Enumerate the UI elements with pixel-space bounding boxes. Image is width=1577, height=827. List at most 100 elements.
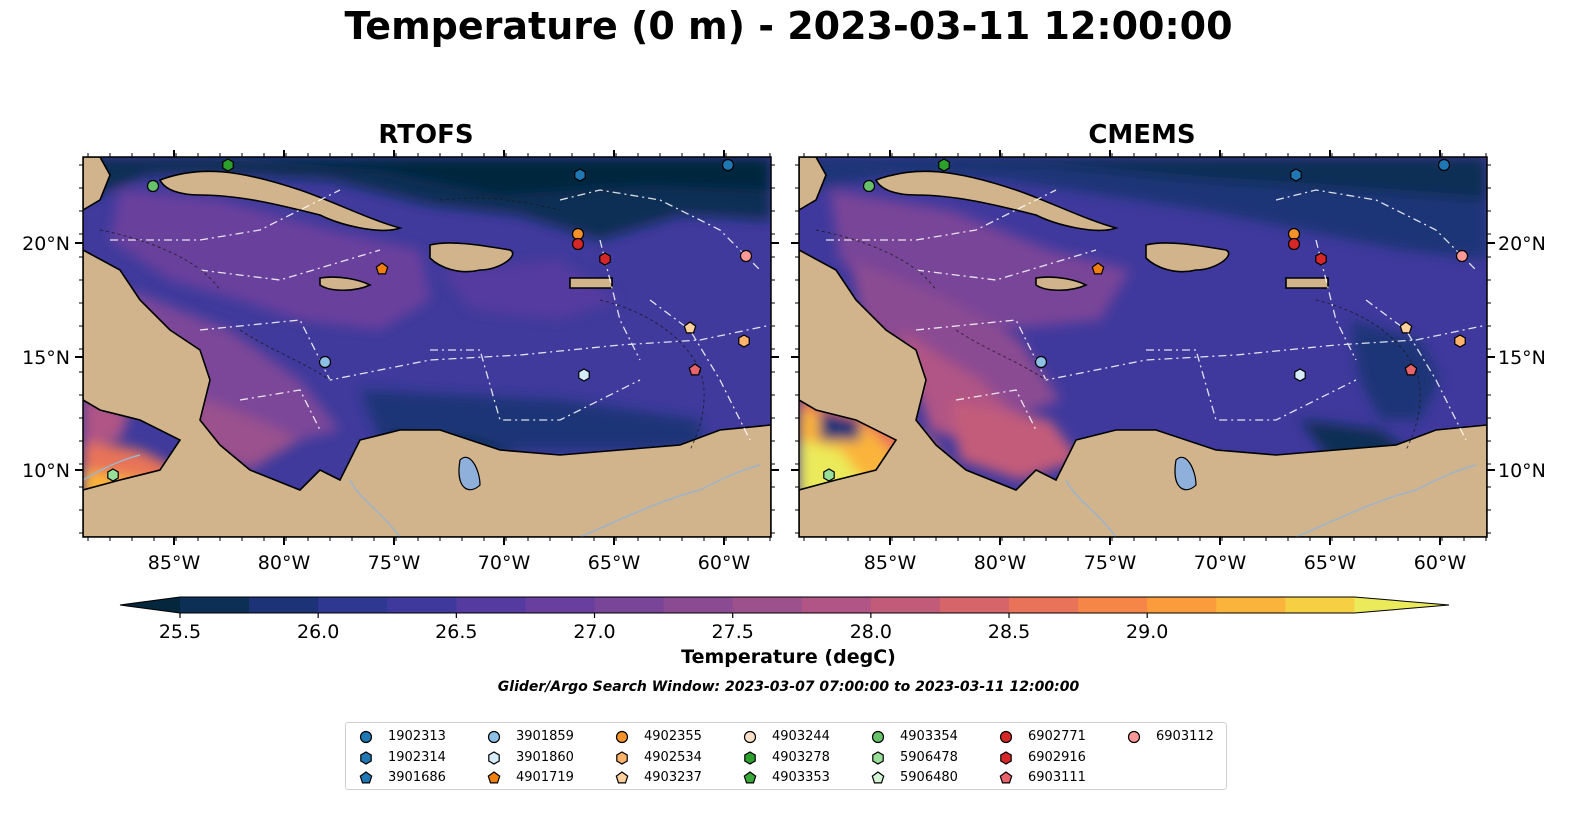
float-marker-4902355 <box>1287 227 1301 241</box>
lon-tick-label: 70°W <box>1194 552 1247 574</box>
float-marker-4903237 <box>1399 321 1413 334</box>
float-marker-6902916 <box>599 252 611 266</box>
float-marker-4903278 <box>222 158 234 172</box>
legend-marker <box>999 730 1013 744</box>
colorbar-segment <box>1009 597 1079 613</box>
legend-marker <box>1000 750 1012 765</box>
colorbar-extend-high <box>1354 597 1449 613</box>
legend-marker-circle-icon <box>487 730 501 744</box>
legend-label: 6902916 <box>1028 749 1086 765</box>
colorbar-segment <box>870 597 941 613</box>
legend-marker-hexagon-icon <box>616 750 628 765</box>
colorbar-tick-label: 27.5 <box>712 621 754 643</box>
colorbar-segment <box>939 597 1010 613</box>
lon-tick-label: 70°W <box>478 552 531 574</box>
legend-label: 4903353 <box>772 770 830 785</box>
lon-tick-label: 80°W <box>258 552 311 574</box>
legend-label: 6902771 <box>1028 729 1086 744</box>
colorbar-segment <box>801 597 872 613</box>
legend-marker-hexagon-icon <box>744 750 756 765</box>
legend-marker <box>871 730 885 744</box>
legend-marker <box>743 730 757 744</box>
legend-marker-circle-icon <box>359 730 373 744</box>
float-marker-4902355 <box>571 227 585 241</box>
legend-marker <box>359 771 373 784</box>
colorbar-segment <box>1078 597 1148 613</box>
legend-marker-circle-icon <box>871 730 885 744</box>
legend-marker <box>487 730 501 744</box>
lat-tick-label-left: 20°N <box>22 233 70 255</box>
float-marker-4901719 <box>375 262 389 275</box>
axis-ticks <box>75 150 1495 545</box>
legend-marker-pentagon-icon <box>743 771 757 784</box>
legend-label: 3901859 <box>516 729 574 744</box>
panel-title-cmems: CMEMS <box>1088 120 1196 150</box>
float-marker-4903354 <box>146 179 160 193</box>
legend-marker <box>360 750 372 765</box>
lon-tick-label: 85°W <box>864 552 917 574</box>
float-marker-3901860 <box>1294 368 1306 382</box>
colorbar-segment <box>318 597 388 613</box>
colorbar-label: Temperature (degC) <box>681 646 896 668</box>
lon-tick-label: 75°W <box>1084 552 1137 574</box>
legend-label: 3901686 <box>388 770 446 785</box>
lon-tick-label: 65°W <box>588 552 641 574</box>
legend-marker-pentagon-icon <box>871 771 885 784</box>
colorbar-segment <box>594 597 665 613</box>
legend-marker-pentagon-icon <box>359 771 373 784</box>
legend-label: 5906478 <box>900 749 958 765</box>
legend-marker <box>871 771 885 784</box>
float-marker-6902771 <box>571 237 585 251</box>
legend: 1902313 1902314 3901686 3901859 3901860 49017… <box>345 722 1227 790</box>
legend-marker-pentagon-icon <box>999 771 1013 784</box>
legend-label: 6903111 <box>1028 770 1086 785</box>
figure-title: Temperature (0 m) - 2023-03-11 12:00:00 <box>344 4 1233 48</box>
colorbar-segment <box>249 597 319 613</box>
legend-label: 4903244 <box>772 729 830 744</box>
float-marker-5906478 <box>107 468 119 482</box>
colorbar-segment <box>1285 597 1355 613</box>
float-marker-4901719 <box>1091 262 1105 275</box>
float-marker-1902313 <box>721 158 735 172</box>
colorbar-tick-label: 25.5 <box>159 621 201 643</box>
float-marker-1902314 <box>574 168 586 182</box>
colorbar-tick-label: 28.5 <box>988 621 1030 643</box>
legend-marker-circle-icon <box>743 730 757 744</box>
legend-marker <box>616 750 628 765</box>
legend-label: 5906480 <box>900 770 958 785</box>
float-marker-3901860 <box>578 368 590 382</box>
float-marker-5906478 <box>823 468 835 482</box>
colorbar-segment <box>1147 597 1217 613</box>
colorbar-segment <box>663 597 734 613</box>
legend-marker-hexagon-icon <box>360 750 372 765</box>
legend-marker-pentagon-icon <box>615 771 629 784</box>
lat-tick-label-right: 15°N <box>1498 347 1546 369</box>
axis-tick-labels: 85°W 80°W 75°W 70°W 65°W 60°W 85°W 80°W 75°W 70°W… <box>22 233 1546 574</box>
float-marker-4903278 <box>938 158 950 172</box>
legend-label: 6903112 <box>1156 729 1214 744</box>
legend-marker-circle-icon <box>615 730 629 744</box>
legend-label: 4903354 <box>900 729 958 744</box>
float-marker-6903111 <box>688 363 702 376</box>
float-marker-4902534 <box>738 334 750 348</box>
lat-tick-label-right: 20°N <box>1498 233 1546 255</box>
float-marker-1902313 <box>1437 158 1451 172</box>
colorbar-segment <box>456 597 526 613</box>
search-window-text: Glider/Argo Search Window: 2023-03-07 07… <box>497 679 1080 695</box>
legend-marker <box>487 771 501 784</box>
float-marker-3901859 <box>318 355 332 369</box>
legend-marker-hexagon-icon <box>1000 750 1012 765</box>
legend-marker <box>615 771 629 784</box>
float-marker-6903112 <box>739 249 753 263</box>
legend-marker <box>615 730 629 744</box>
lon-tick-label: 65°W <box>1304 552 1357 574</box>
float-marker-6902916 <box>1315 252 1327 266</box>
float-marker-1902314 <box>1290 168 1302 182</box>
colorbar-tick-label: 28.0 <box>850 621 892 643</box>
temperature-field-rtofs <box>83 157 771 537</box>
legend-marker-hexagon-icon <box>872 750 884 765</box>
legend-marker <box>872 750 884 765</box>
lon-tick-label: 85°W <box>148 552 201 574</box>
colorbar-tick-label: 27.0 <box>573 621 615 643</box>
